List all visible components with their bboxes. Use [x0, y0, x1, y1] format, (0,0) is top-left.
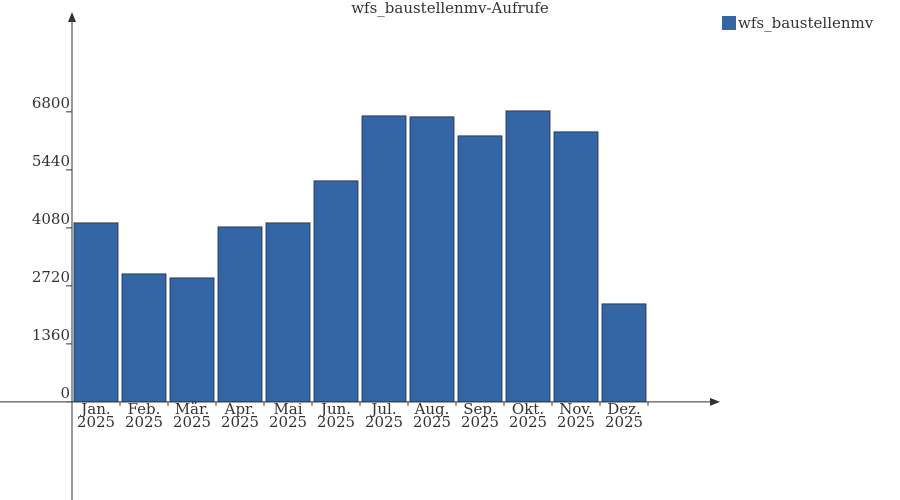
bar — [73, 222, 119, 403]
y-tick-label: 4080 — [32, 210, 70, 228]
y-tick-label: 5440 — [32, 152, 70, 170]
y-tick-label: 1360 — [32, 326, 70, 344]
bar — [121, 273, 167, 403]
x-tick-label: Feb. 2025 — [124, 399, 164, 431]
y-tick-label: 6800 — [32, 94, 70, 112]
bar — [313, 180, 359, 403]
x-tick-label: Dez. 2025 — [604, 399, 644, 431]
legend-label: wfs_baustellenmv — [738, 14, 874, 32]
x-tick-label: Sep. 2025 — [460, 399, 500, 431]
x-tick-label: Jun. 2025 — [316, 399, 356, 431]
x-tick-label: Jan. 2025 — [76, 399, 116, 431]
legend-swatch — [722, 16, 736, 30]
bar — [409, 116, 455, 403]
bar — [169, 277, 215, 403]
bar — [601, 303, 647, 403]
bar — [457, 135, 503, 403]
x-axis-arrow — [710, 397, 720, 406]
x-tick-label: Mai 2025 — [268, 399, 308, 431]
bar — [217, 226, 263, 403]
x-tick-label: Aug. 2025 — [412, 399, 452, 431]
bar — [265, 222, 311, 403]
x-tick-label: Okt. 2025 — [508, 399, 548, 431]
x-tick-label: Mär. 2025 — [172, 399, 212, 431]
y-axis-arrow — [68, 12, 76, 22]
x-tick-label: Nov. 2025 — [556, 399, 596, 431]
bar — [505, 110, 551, 403]
bar — [361, 115, 407, 403]
y-tick-label: 0 — [60, 384, 70, 402]
bar — [553, 131, 599, 403]
x-tick-label: Jul. 2025 — [364, 399, 404, 431]
chart-title: wfs_baustellenmv-Aufrufe — [351, 0, 549, 17]
x-tick-label: Apr. 2025 — [220, 399, 260, 431]
y-tick-label: 2720 — [32, 268, 70, 286]
